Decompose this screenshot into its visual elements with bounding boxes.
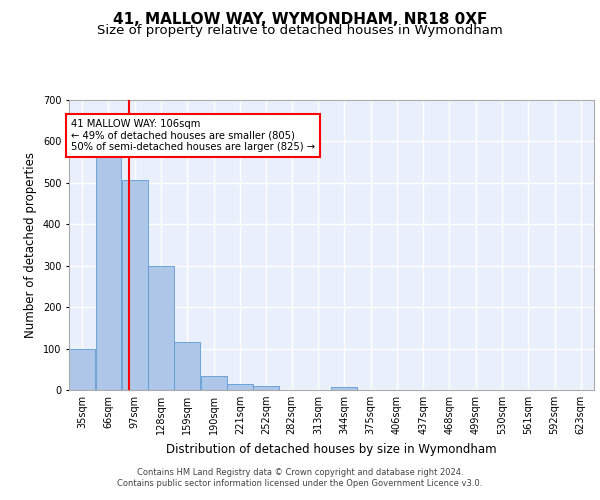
Bar [331, 386, 357, 390]
Text: 41, MALLOW WAY, WYMONDHAM, NR18 0XF: 41, MALLOW WAY, WYMONDHAM, NR18 0XF [113, 12, 487, 28]
Bar [69, 348, 95, 390]
Bar [175, 342, 200, 390]
Bar [122, 180, 148, 390]
Bar [148, 266, 174, 390]
Y-axis label: Number of detached properties: Number of detached properties [25, 152, 37, 338]
X-axis label: Distribution of detached houses by size in Wymondham: Distribution of detached houses by size … [166, 442, 497, 456]
Bar [200, 376, 227, 390]
Text: Contains HM Land Registry data © Crown copyright and database right 2024.
Contai: Contains HM Land Registry data © Crown c… [118, 468, 482, 487]
Bar [227, 384, 253, 390]
Text: 41 MALLOW WAY: 106sqm
← 49% of detached houses are smaller (805)
50% of semi-det: 41 MALLOW WAY: 106sqm ← 49% of detached … [71, 118, 315, 152]
Bar [95, 150, 121, 390]
Bar [253, 386, 279, 390]
Text: Size of property relative to detached houses in Wymondham: Size of property relative to detached ho… [97, 24, 503, 37]
